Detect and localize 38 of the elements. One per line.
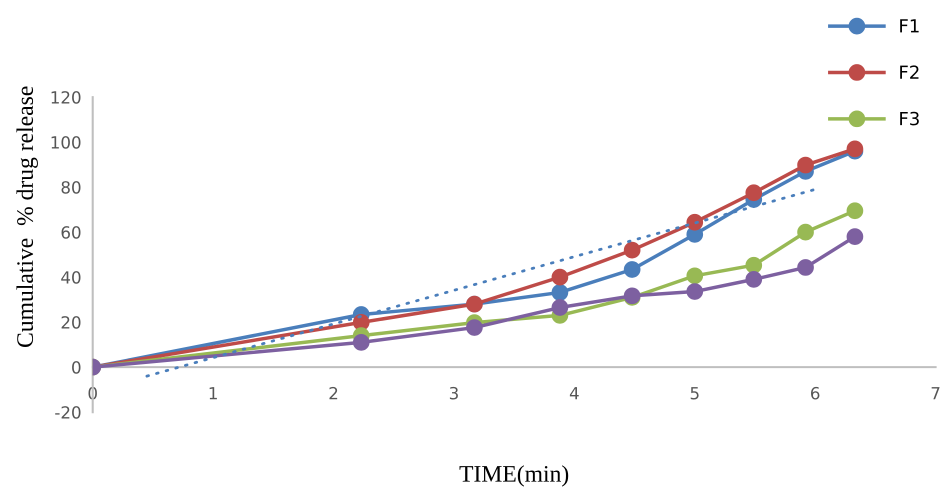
point bbox=[466, 319, 483, 336]
y-tick-label: 0 bbox=[72, 361, 80, 374]
y-tick-label: -20 bbox=[55, 406, 80, 419]
point bbox=[686, 267, 704, 284]
x-tick-label: 7 bbox=[932, 387, 940, 400]
point bbox=[552, 284, 568, 301]
y-tick-label: 60 bbox=[62, 226, 80, 239]
y-tick-label: 80 bbox=[62, 181, 80, 194]
legend-label: F1 bbox=[900, 19, 919, 32]
legend-label: F3 bbox=[900, 112, 919, 126]
point bbox=[686, 214, 704, 231]
x-axis-title: TIME(min) bbox=[460, 465, 568, 487]
point bbox=[552, 299, 568, 316]
y-tick-label: 120 bbox=[52, 91, 80, 104]
point bbox=[745, 184, 762, 202]
point bbox=[797, 156, 814, 174]
point bbox=[552, 268, 568, 286]
point bbox=[624, 261, 640, 278]
x-tick-label: 2 bbox=[329, 386, 338, 400]
point bbox=[846, 202, 864, 220]
legend-label: F2 bbox=[900, 65, 918, 79]
x-tick-label: 6 bbox=[811, 386, 820, 400]
point bbox=[797, 259, 814, 276]
point bbox=[745, 271, 762, 288]
point bbox=[745, 256, 762, 274]
point bbox=[624, 242, 640, 258]
x-tick-label: 1 bbox=[210, 387, 217, 400]
point bbox=[686, 283, 704, 300]
y-axis-title: Cumulative % drug release bbox=[16, 86, 38, 347]
x-tick-label: 4 bbox=[570, 387, 579, 400]
y-tick-label: 20 bbox=[62, 316, 80, 329]
x-tick-label: 5 bbox=[690, 387, 699, 400]
point bbox=[352, 334, 370, 351]
x-tick-label: 3 bbox=[450, 386, 458, 400]
y-tick-label: 40 bbox=[61, 271, 80, 284]
point bbox=[797, 224, 814, 240]
y-tick-label: 100 bbox=[52, 136, 80, 149]
point bbox=[846, 228, 864, 245]
